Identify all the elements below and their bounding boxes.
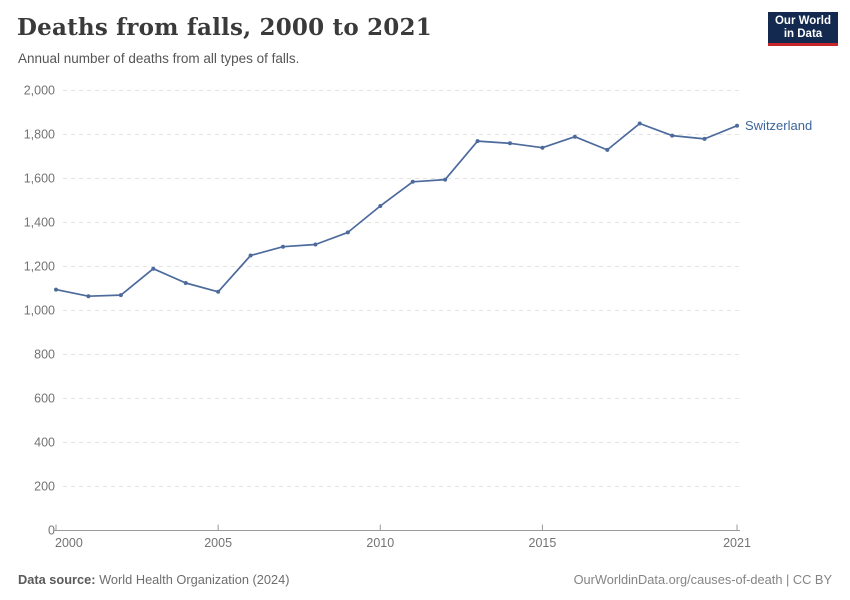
x-axis-tick-label: 2000 xyxy=(55,536,83,550)
y-axis-tick-label: 0 xyxy=(48,524,55,538)
chart-title: Deaths from falls, 2000 to 2021 xyxy=(17,14,432,41)
data-point[interactable] xyxy=(735,123,739,128)
chart-footer: Data source: World Health Organization (… xyxy=(18,572,832,587)
y-axis-tick-label: 1,600 xyxy=(24,172,55,186)
data-point[interactable] xyxy=(54,287,58,292)
data-point[interactable] xyxy=(86,294,91,299)
data-point[interactable] xyxy=(248,253,253,258)
series-line-switzerland[interactable] xyxy=(55,122,738,298)
x-axis-tick-label: 2005 xyxy=(204,536,232,550)
data-point[interactable] xyxy=(605,147,610,152)
x-axis-tick-label: 2010 xyxy=(366,536,394,550)
owid-logo-line1: Our World xyxy=(774,14,831,27)
data-point[interactable] xyxy=(637,121,642,126)
chart-subtitle: Annual number of deaths from all types o… xyxy=(18,51,300,66)
series-end-label[interactable]: Switzerland xyxy=(745,118,812,133)
y-axis-tick-label: 600 xyxy=(34,392,55,406)
y-axis-tick-label: 400 xyxy=(34,436,55,450)
data-point[interactable] xyxy=(475,139,480,144)
data-point[interactable] xyxy=(183,281,188,285)
y-axis-tick-label: 1,800 xyxy=(24,128,55,142)
data-point[interactable] xyxy=(540,145,545,150)
data-point[interactable] xyxy=(313,242,318,247)
y-axis-tick-label: 1,200 xyxy=(24,260,55,274)
data-point[interactable] xyxy=(508,141,512,146)
x-axis-tick-label: 2015 xyxy=(529,536,557,550)
data-point[interactable] xyxy=(281,244,285,249)
data-point[interactable] xyxy=(216,289,221,294)
data-point[interactable] xyxy=(702,136,707,141)
y-axis-tick-label: 800 xyxy=(34,348,55,362)
y-axis-tick-label: 2,000 xyxy=(24,84,55,98)
x-axis-tick-label: 2021 xyxy=(723,536,751,550)
data-point[interactable] xyxy=(410,179,415,184)
data-point[interactable] xyxy=(345,230,350,235)
data-point[interactable] xyxy=(378,204,383,208)
y-axis-tick-label: 1,000 xyxy=(24,304,55,318)
data-source-value: World Health Organization (2024) xyxy=(95,572,290,587)
data-point[interactable] xyxy=(670,133,675,138)
data-source-label: Data source: xyxy=(18,572,96,587)
owid-logo[interactable]: Our World in Data xyxy=(768,12,838,46)
data-point[interactable] xyxy=(151,266,156,271)
data-point[interactable] xyxy=(443,177,448,182)
data-point[interactable] xyxy=(118,293,123,298)
y-axis-tick-label: 1,400 xyxy=(24,216,55,230)
data-source: Data source: World Health Organization (… xyxy=(18,572,289,587)
y-axis-tick-label: 200 xyxy=(34,480,55,494)
data-point[interactable] xyxy=(572,134,577,139)
footer-link[interactable]: OurWorldinData.org/causes-of-death | CC … xyxy=(573,572,832,587)
owid-logo-line2: in Data xyxy=(783,27,823,40)
